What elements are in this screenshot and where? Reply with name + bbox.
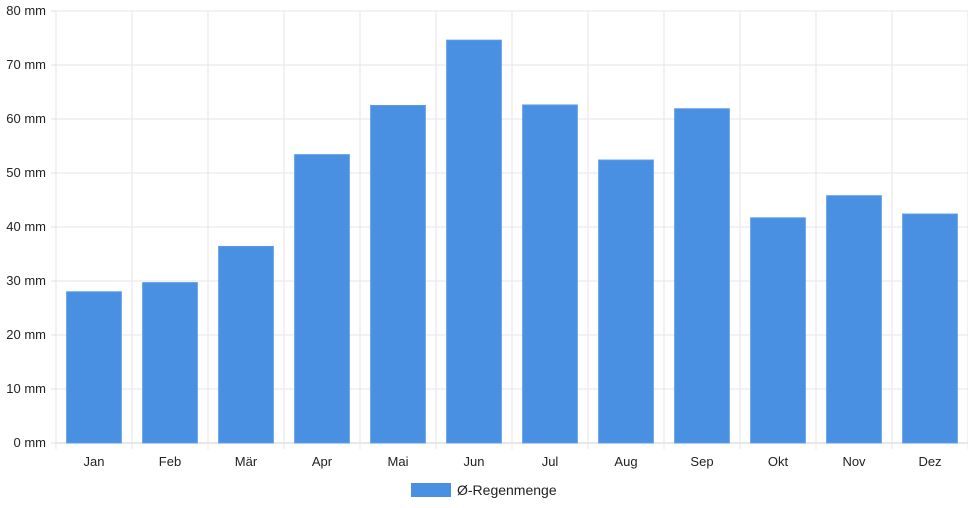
y-tick-label: 40 mm (6, 219, 46, 234)
x-tick-label: Apr (312, 454, 333, 469)
y-tick-label: 50 mm (6, 165, 46, 180)
bar-Aug[interactable] (598, 159, 654, 444)
x-tick-label: Okt (768, 454, 789, 469)
bar-Mär[interactable] (218, 245, 274, 444)
bar-Jan[interactable] (66, 291, 122, 444)
x-axis: Jan Feb Mär Apr Mai Jun Jul Aug Sep Okt Nov Dez (84, 454, 942, 469)
x-tick-label: Jun (464, 454, 485, 469)
bars (66, 39, 958, 444)
y-tick-label: 10 mm (6, 381, 46, 396)
bar-Sep[interactable] (674, 108, 730, 444)
y-tick-label: 70 mm (6, 57, 46, 72)
bar-Feb[interactable] (142, 282, 198, 444)
legend-label[interactable]: Ø-Regenmenge (457, 482, 557, 498)
bar-Nov[interactable] (826, 195, 882, 444)
x-tick-label: Nov (842, 454, 866, 469)
bar-Okt[interactable] (750, 217, 806, 444)
x-tick-label: Feb (159, 454, 181, 469)
bar-Apr[interactable] (294, 154, 350, 444)
x-tick-label: Mär (235, 454, 258, 469)
grid-lines (55, 10, 968, 449)
x-tick-label: Mai (388, 454, 409, 469)
bar-Jul[interactable] (522, 104, 578, 444)
bar-Mai[interactable] (370, 105, 426, 444)
y-axis: 0 mm 10 mm 20 mm 30 mm 40 mm 50 mm 60 mm 70 mm 8… (6, 3, 56, 450)
x-tick-label: Jul (542, 454, 559, 469)
x-tick-label: Aug (614, 454, 637, 469)
y-tick-label: 20 mm (6, 327, 46, 342)
x-tick-label: Sep (690, 454, 713, 469)
bar-Jun[interactable] (446, 39, 502, 444)
y-tick-label: 0 mm (14, 435, 47, 450)
y-tick-label: 60 mm (6, 111, 46, 126)
x-tick-label: Jan (84, 454, 105, 469)
x-tick-label: Dez (918, 454, 941, 469)
legend[interactable]: Ø-Regenmenge (411, 482, 557, 498)
legend-swatch[interactable] (411, 483, 451, 497)
bar-Dez[interactable] (902, 213, 958, 444)
y-tick-label: 80 mm (6, 3, 46, 18)
y-tick-label: 30 mm (6, 273, 46, 288)
